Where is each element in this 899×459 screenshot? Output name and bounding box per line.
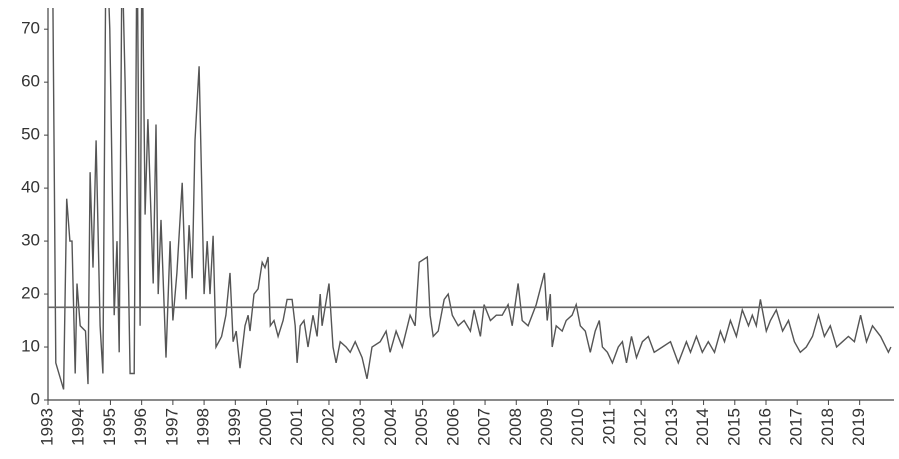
x-tick-label: 2004 bbox=[381, 408, 400, 446]
x-tick-label: 2006 bbox=[443, 408, 462, 446]
y-tick-label: 60 bbox=[21, 72, 40, 91]
x-tick-label: 2002 bbox=[318, 408, 337, 446]
x-tick-label: 1993 bbox=[37, 408, 56, 446]
x-tick-label: 2007 bbox=[475, 408, 494, 446]
x-tick-label: 2015 bbox=[724, 408, 743, 446]
x-tick-label: 2010 bbox=[568, 408, 587, 446]
y-tick-label: 10 bbox=[21, 337, 40, 356]
x-tick-label: 2014 bbox=[693, 408, 712, 446]
y-tick-label: 50 bbox=[21, 125, 40, 144]
x-tick-label: 1996 bbox=[131, 408, 150, 446]
y-tick-label: 40 bbox=[21, 178, 40, 197]
x-tick-label: 1995 bbox=[100, 408, 119, 446]
x-tick-label: 1999 bbox=[225, 408, 244, 446]
x-tick-label: 2016 bbox=[755, 408, 774, 446]
x-tick-label: 2009 bbox=[537, 408, 556, 446]
y-tick-label: 30 bbox=[21, 231, 40, 250]
x-tick-label: 2019 bbox=[849, 408, 868, 446]
x-tick-label: 2013 bbox=[662, 408, 681, 446]
data-line bbox=[52, 8, 892, 390]
x-tick-label: 2017 bbox=[787, 408, 806, 446]
y-tick-label: 70 bbox=[21, 19, 40, 38]
x-tick-label: 2001 bbox=[287, 408, 306, 446]
x-tick-label: 2011 bbox=[599, 408, 618, 445]
x-tick-label: 2008 bbox=[506, 408, 525, 446]
x-tick-label: 1998 bbox=[194, 408, 213, 446]
x-tick-label: 2000 bbox=[256, 408, 275, 446]
x-tick-label: 1997 bbox=[162, 408, 181, 446]
x-tick-label: 2003 bbox=[350, 408, 369, 446]
x-tick-label: 2012 bbox=[631, 408, 650, 446]
y-tick-label: 20 bbox=[21, 284, 40, 303]
x-tick-label: 2005 bbox=[412, 408, 431, 446]
y-tick-label: 0 bbox=[31, 389, 40, 408]
x-tick-label: 1994 bbox=[69, 408, 88, 446]
x-tick-label: 2018 bbox=[818, 408, 837, 446]
